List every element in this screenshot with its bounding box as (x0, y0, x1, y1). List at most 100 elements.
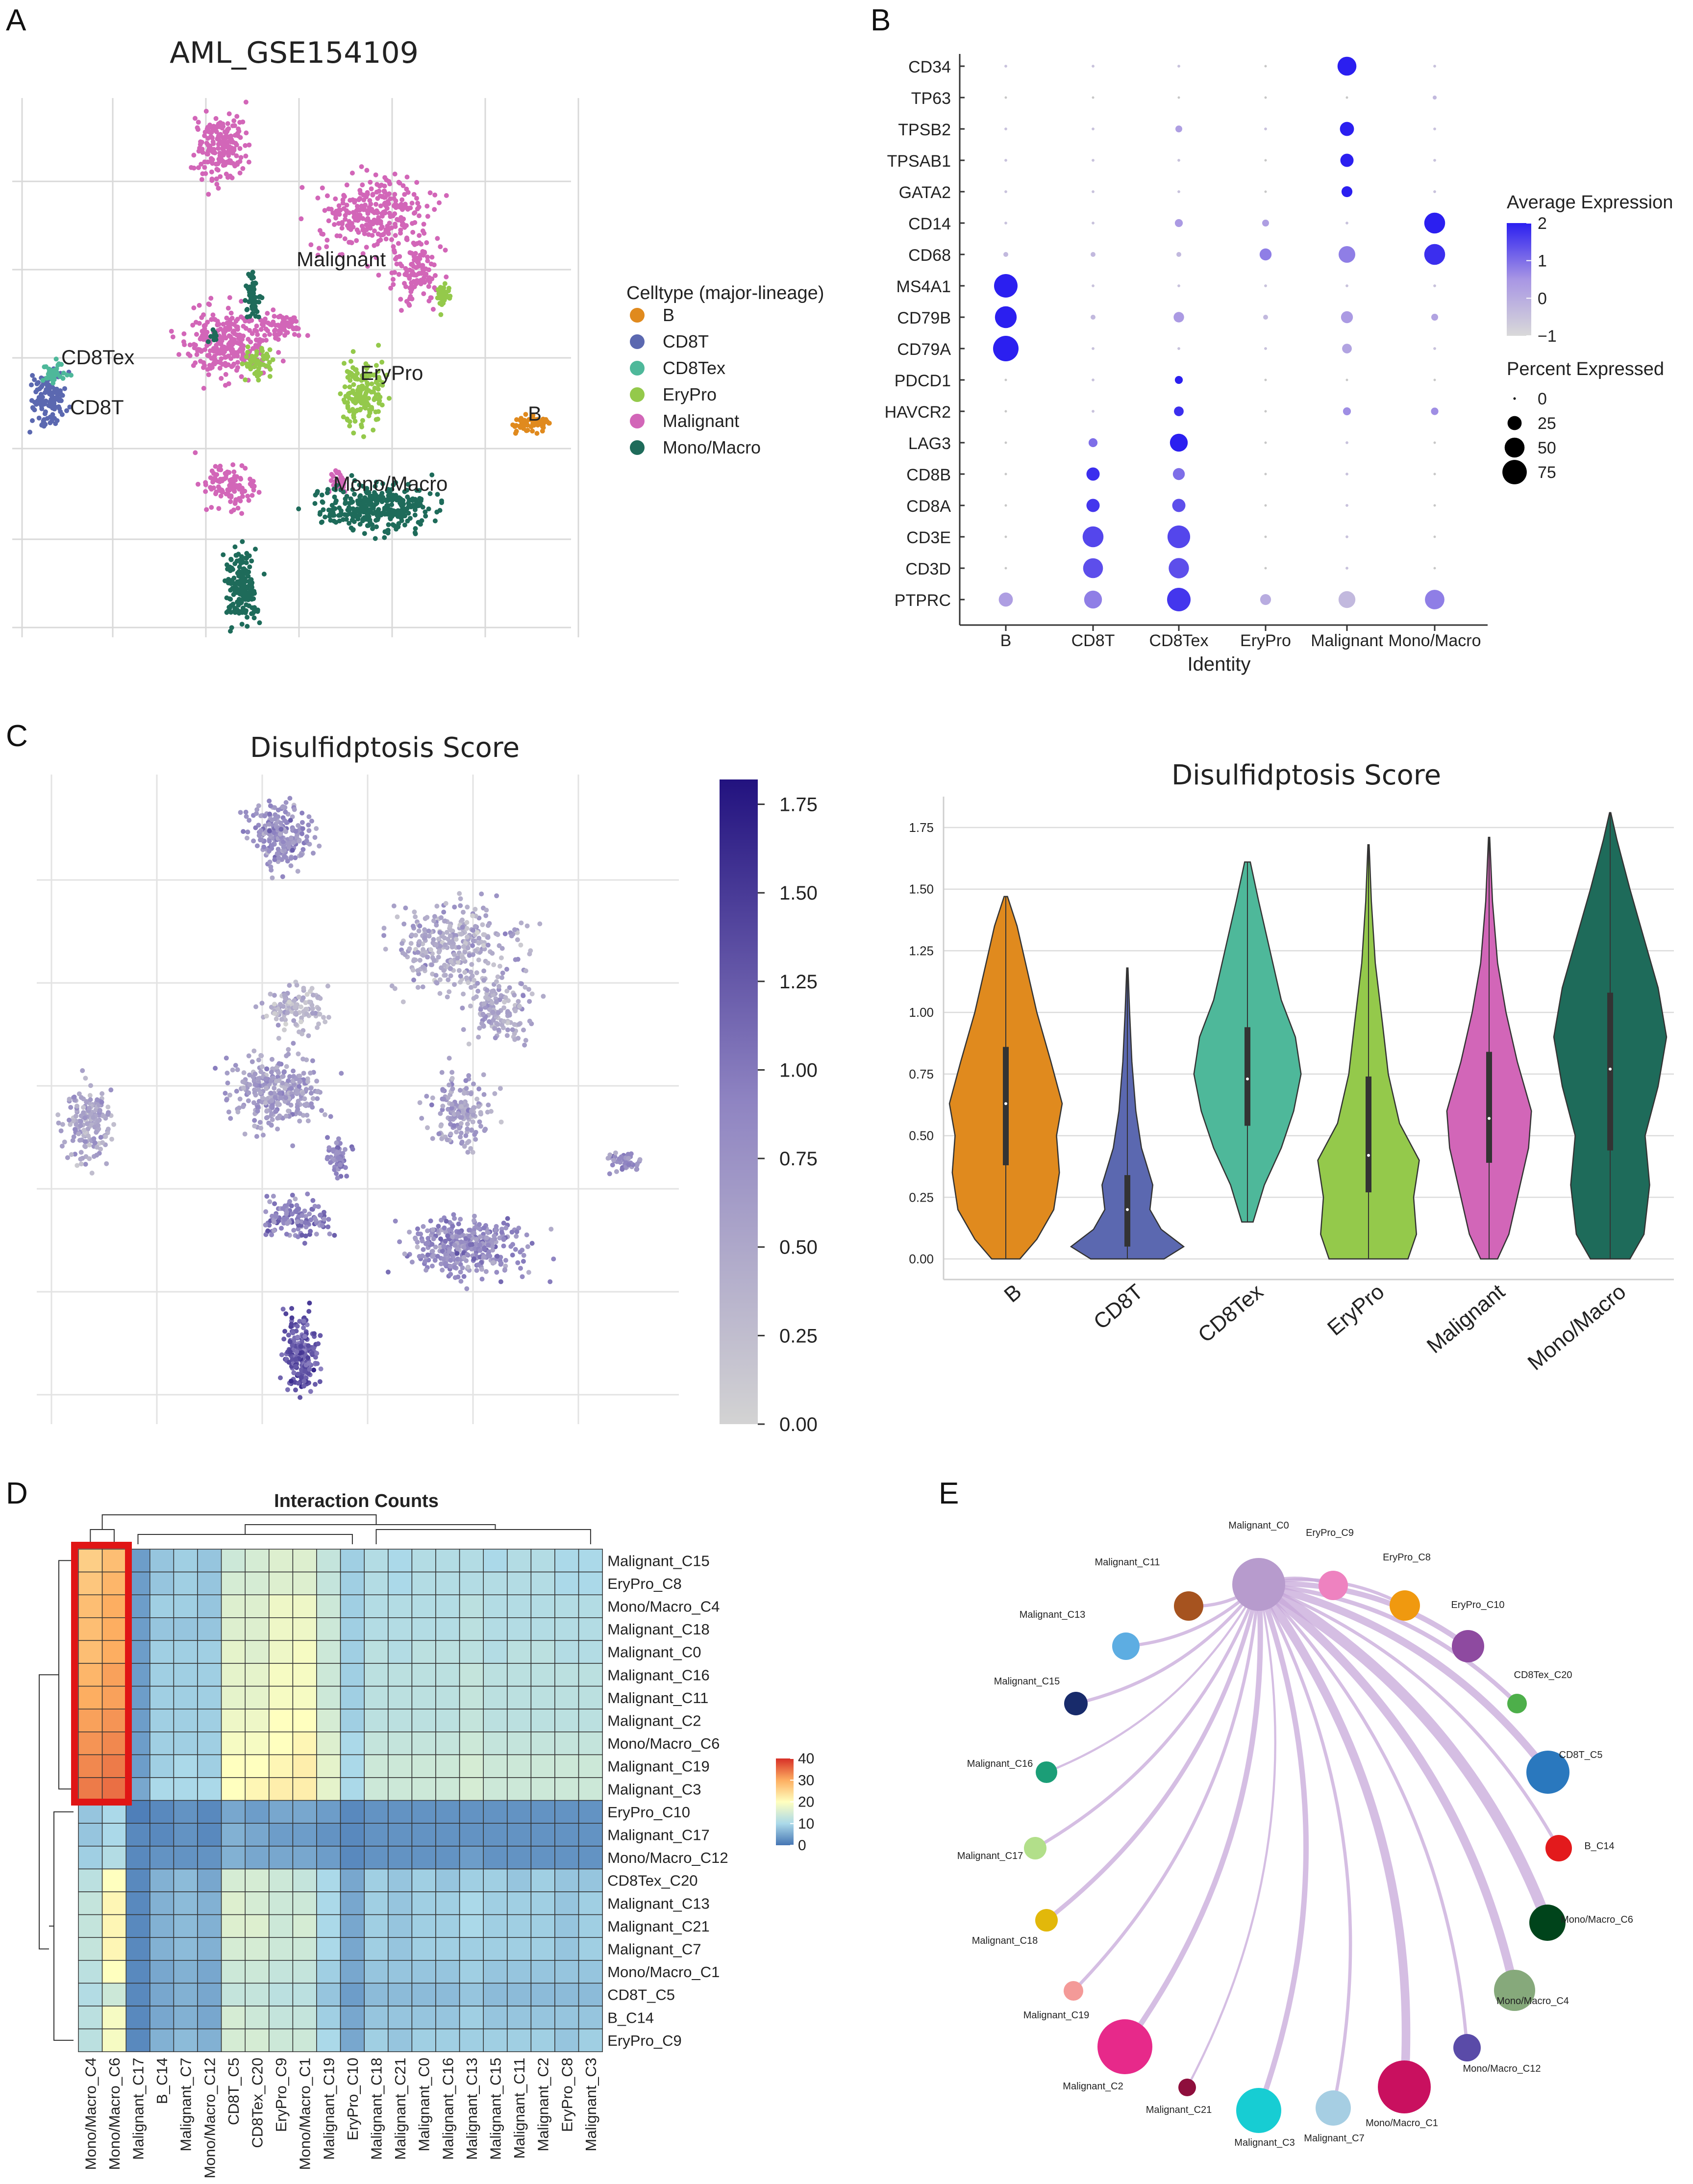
heat-cell-15-0 (78, 1891, 103, 1915)
node-mono-macro_c1 (1378, 2060, 1431, 2113)
dot-cd3d-cd8t (1083, 558, 1103, 578)
heat-cell-5-1 (101, 1663, 126, 1687)
panel-e-network: Malignant_C0 EryPro_C9 EryPro_C8 EryPro_C10… (957, 1520, 1633, 2148)
heat-cell-13-0 (78, 1846, 103, 1870)
heat-row-label-20: B_C14 (607, 2009, 654, 2026)
heat-cell-7-11 (340, 1708, 365, 1732)
heat-cell-0-6 (221, 1549, 246, 1573)
heat-cell-5-3 (149, 1663, 174, 1687)
panel-a-legend: Celltype (major-lineage) B CD8T CD8Tex EryP… (626, 283, 824, 457)
heat-cell-0-4 (173, 1549, 198, 1573)
heat-cell-21-20 (554, 2028, 579, 2052)
heat-cell-14-7 (245, 1868, 270, 1892)
node-malignant_c21 (1178, 2079, 1196, 2096)
dot-cd68-cd8t (1091, 252, 1095, 257)
node-malignant_c17 (1024, 1837, 1046, 1859)
node-malignant_c13 (1112, 1632, 1140, 1660)
heat-cell-15-7 (245, 1891, 270, 1915)
heat-cell-2-3 (149, 1594, 174, 1618)
heat-cell-17-1 (101, 1937, 126, 1961)
violin-y-tick-0.00: 0.00 (909, 1252, 934, 1266)
dot-cd3e-cd8t (1082, 526, 1104, 548)
heat-cell-18-6 (221, 1960, 246, 1984)
size-legend-dot-0 (1513, 397, 1516, 400)
point-cluster-malignant (299, 164, 449, 276)
heat-cell-14-11 (340, 1868, 365, 1892)
heat-cell-1-0 (78, 1571, 103, 1595)
heat-cell-1-19 (530, 1571, 555, 1595)
heat-cell-19-11 (340, 1983, 365, 2007)
heat-cell-13-16 (459, 1846, 484, 1870)
heat-cell-9-9 (292, 1754, 317, 1778)
heat-row-label-14: CD8Tex_C20 (607, 1872, 697, 1889)
violin-mono-macro (1553, 812, 1668, 1260)
heat-row-label-1: EryPro_C8 (607, 1575, 682, 1592)
heat-cell-10-12 (364, 1777, 389, 1801)
heat-cell-2-19 (530, 1594, 555, 1618)
point-cluster-erypro (338, 343, 392, 439)
heat-cell-19-7 (245, 1983, 270, 2007)
dot-havcr2-mono-macro (1431, 407, 1439, 415)
heat-cell-21-15 (435, 2028, 460, 2052)
gene-label-cd34: CD34 (908, 58, 951, 76)
dot-tpsab1-cd8tex (1177, 159, 1180, 162)
heat-cell-5-12 (364, 1663, 389, 1687)
heat-cell-21-2 (125, 2028, 150, 2052)
heat-cell-11-14 (411, 1800, 436, 1824)
node-label-malignant_c7: Malignant_C7 (1304, 2133, 1364, 2144)
heat-cell-1-8 (269, 1571, 294, 1595)
dot-cd34-mono-macro (1433, 65, 1436, 68)
edge-cd8tex_c20 (1258, 1582, 1519, 1706)
heat-cell-15-2 (125, 1891, 150, 1915)
legend-average-expression-title: Average Expression (1507, 192, 1673, 213)
heat-cell-5-20 (554, 1663, 579, 1687)
color-tick-1: 1 (1538, 252, 1547, 271)
heat-cell-12-6 (221, 1823, 246, 1847)
point-cluster-cd8tex (40, 356, 74, 386)
node-label-malignant_c15: Malignant_C15 (994, 1676, 1060, 1687)
violin-y-tick-1.25: 1.25 (909, 943, 934, 958)
node-mono-macro_c4 (1494, 1970, 1535, 2011)
heat-cell-12-10 (316, 1823, 341, 1847)
heat-cell-16-2 (125, 1914, 150, 1938)
colorbar-tick-0.50: 0.50 (779, 1237, 818, 1258)
panel-b-x-labels: B CD8T CD8Tex EryPro Malignant Mono/Macro (1000, 625, 1481, 650)
heat-cell-11-19 (530, 1800, 555, 1824)
heat-cell-4-13 (388, 1640, 413, 1664)
heat-cell-7-9 (292, 1708, 317, 1732)
heat-cell-1-10 (316, 1571, 341, 1595)
node-label-mono-macro_c6: Mono/Macro_C6 (1561, 1914, 1633, 1925)
legend-marker-cd8t (630, 334, 645, 349)
heat-cell-16-1 (101, 1914, 126, 1938)
heatmap-column-labels: Mono/Macro_C4 Mono/Macro_C6 Malignant_C17 B… (82, 2058, 599, 2178)
heat-cell-8-0 (78, 1732, 103, 1756)
heat-cell-17-14 (411, 1937, 436, 1961)
heat-cell-3-17 (483, 1617, 508, 1641)
heat-cell-5-4 (173, 1663, 198, 1687)
dot-cd79a-mono-macro (1433, 347, 1436, 350)
heat-cell-0-11 (340, 1549, 365, 1573)
heat-cell-13-1 (101, 1846, 126, 1870)
heat-cell-3-0 (78, 1617, 103, 1641)
heat-cell-8-1 (101, 1732, 126, 1756)
heat-cell-13-4 (173, 1846, 198, 1870)
heat-cell-3-6 (221, 1617, 246, 1641)
heat-cell-8-20 (554, 1732, 579, 1756)
heat-cell-19-18 (507, 1983, 532, 2007)
dot-gata2-malignant (1341, 186, 1353, 198)
heat-cell-11-20 (554, 1800, 579, 1824)
heat-cell-3-16 (459, 1617, 484, 1641)
node-label-malignant_c16: Malignant_C16 (967, 1758, 1033, 1769)
heat-cell-20-14 (411, 2006, 436, 2030)
heat-cell-3-18 (507, 1617, 532, 1641)
heat-cell-1-13 (388, 1571, 413, 1595)
heat-cell-2-1 (101, 1594, 126, 1618)
heat-cell-18-0 (78, 1960, 103, 1984)
heat-cell-9-1 (101, 1754, 126, 1778)
point-cluster-mono-macro (221, 539, 267, 634)
dot-cd14-cd8t (1092, 222, 1095, 225)
node-malignant_c7 (1316, 2090, 1351, 2126)
dot-ptprc-cd8t (1084, 590, 1102, 609)
heat-cell-1-3 (149, 1571, 174, 1595)
